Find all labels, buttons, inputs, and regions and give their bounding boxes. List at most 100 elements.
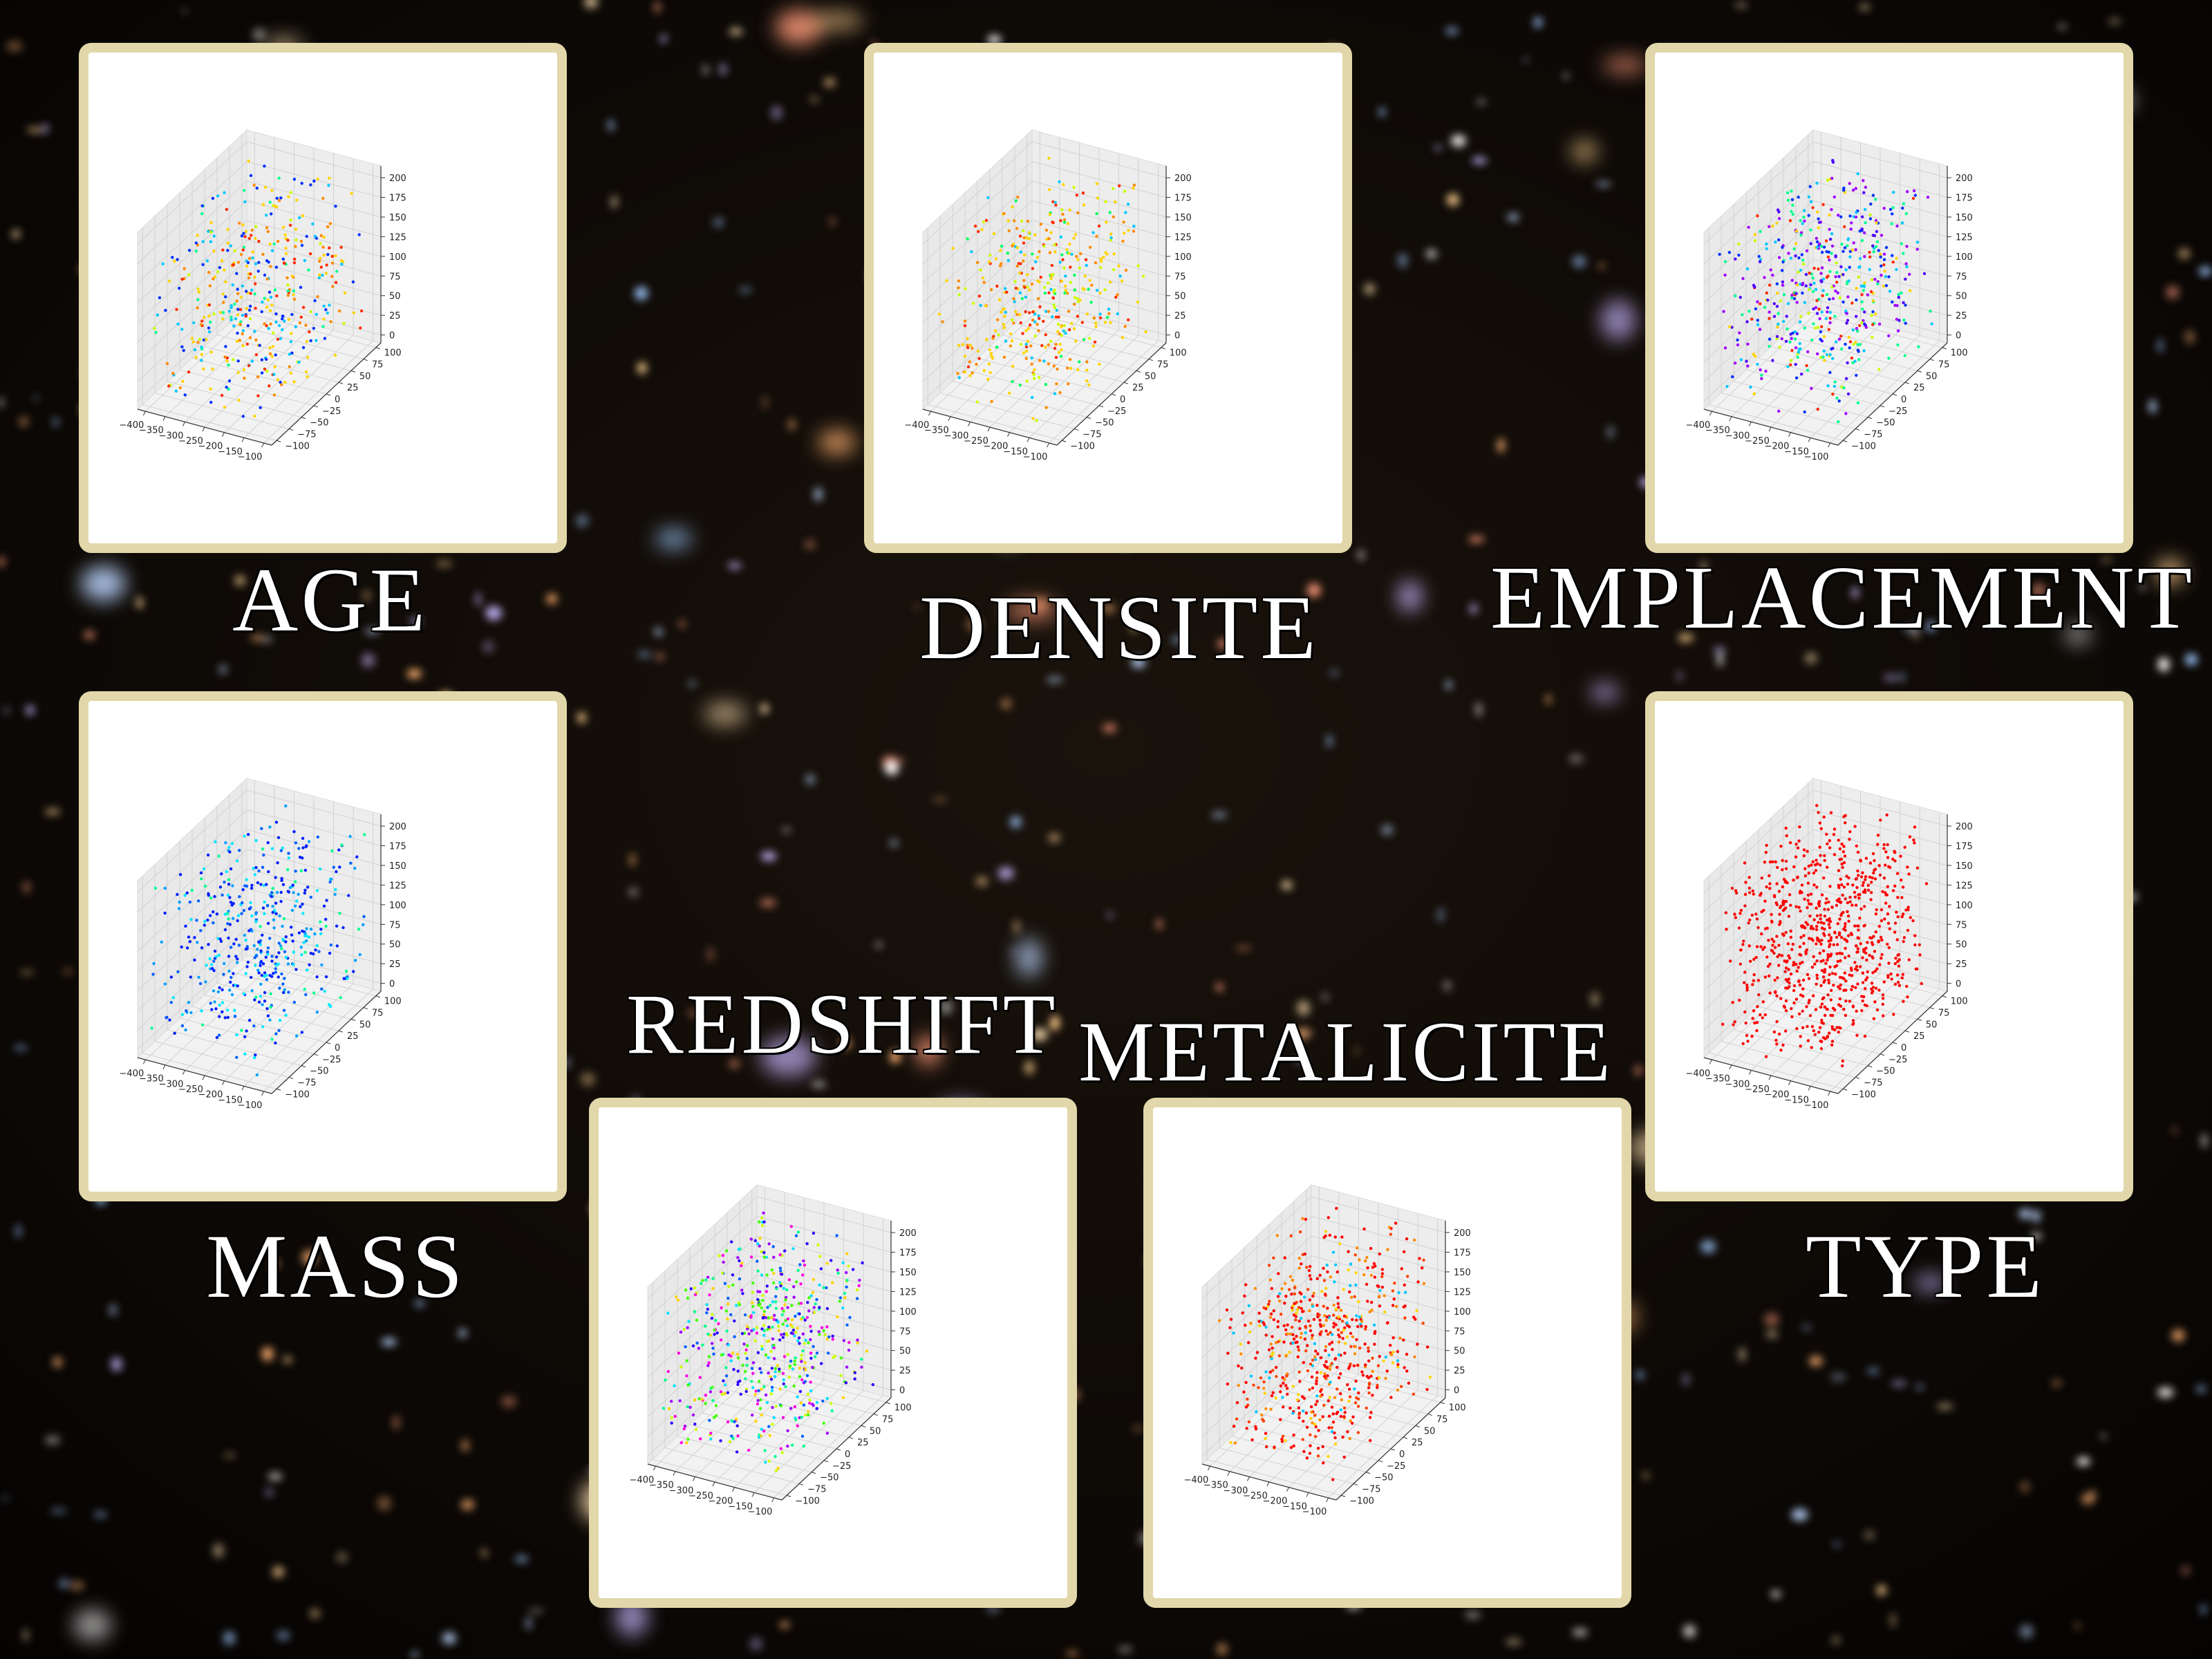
scatter-point (1811, 276, 1815, 280)
scatter-point (1349, 1344, 1353, 1349)
scatter-point (277, 176, 281, 180)
scatter-point (1090, 283, 1094, 287)
background-star (1700, 1239, 1716, 1253)
scatter-point (744, 1377, 747, 1380)
scatter-point (1295, 1308, 1300, 1312)
x-tick-label: −200 (198, 1090, 223, 1100)
z-tick-label: 50 (389, 940, 401, 950)
scatter-point (1748, 918, 1752, 922)
scatter-point (1875, 229, 1879, 234)
scatter-point (1874, 912, 1878, 916)
scatter-point (1880, 234, 1884, 237)
scatter-point (1868, 953, 1871, 957)
scatter-point (313, 234, 317, 238)
scatter-point (1791, 942, 1794, 946)
scatter-point (339, 245, 343, 249)
scatter-point (357, 233, 361, 236)
scatter-point (219, 939, 223, 943)
scatter-point (780, 1451, 784, 1454)
scatter-point (792, 1285, 796, 1288)
scatter-point (1240, 1366, 1244, 1370)
scatter-point (1777, 409, 1781, 413)
scatter-point (1815, 859, 1818, 862)
scatter-point (1053, 306, 1057, 310)
scatter-point (1343, 1411, 1347, 1414)
scatter-point (1264, 1432, 1268, 1435)
scatter-point (963, 324, 967, 328)
scatter-point (277, 951, 281, 955)
scatter-point (693, 1398, 697, 1402)
scatter-point (760, 1344, 764, 1348)
scatter-point (1309, 1362, 1313, 1366)
scatter-point (233, 249, 236, 252)
scatter-point (281, 317, 284, 321)
scatter-point (243, 933, 246, 937)
scatter-point (1860, 300, 1864, 303)
scatter-point (1797, 270, 1800, 274)
scatter-point (803, 1264, 807, 1267)
scatter-point (1026, 273, 1029, 276)
scatter-point (809, 1380, 812, 1384)
scatter-point (1871, 323, 1875, 326)
scatter-point (1926, 196, 1930, 199)
scatter-point (1318, 1273, 1322, 1277)
scatter-point (966, 346, 970, 349)
scatter-point (270, 894, 273, 899)
scatter-point (268, 290, 272, 294)
scatter-point (1054, 315, 1058, 319)
scatter-point (1828, 317, 1832, 320)
scatter-point (825, 1262, 829, 1265)
scatter-point (297, 847, 301, 850)
scatter-point (1755, 1029, 1759, 1033)
y-tick-label: −75 (1362, 1485, 1380, 1495)
scatter-point (1763, 946, 1766, 949)
scatter-point (860, 1358, 863, 1361)
scatter-point (1303, 1338, 1306, 1341)
scatter-point (1836, 959, 1839, 964)
scatter-point (1830, 252, 1833, 255)
scatter-point (265, 357, 268, 361)
scatter-point (1338, 1242, 1342, 1246)
scatter-point (800, 1353, 803, 1357)
scatter-point (979, 268, 982, 272)
scatter-point (154, 330, 158, 335)
scatter3d-metalicite: −400−350−300−250−200−150−100−100−75−50−2… (1184, 1183, 1471, 1517)
scatter3d-type: −400−350−300−250−200−150−100−100−75−50−2… (1686, 777, 1973, 1111)
scatter-point (1801, 281, 1805, 285)
scatter-point (807, 1341, 810, 1344)
scatter-point (1387, 1226, 1391, 1229)
z-tick-label: 125 (1454, 1287, 1471, 1297)
scatter-point (1311, 1333, 1314, 1337)
scatter-point (270, 955, 274, 958)
scatter-point (1871, 310, 1875, 314)
chart-card-densite: −400 −350 −300 −250 −200 −150 −100 −100 −75 −50 −2… (864, 43, 1352, 553)
scatter-point (1276, 1295, 1280, 1298)
scatter-point (1826, 993, 1830, 997)
scatter-point (1759, 945, 1763, 948)
scatter-point (1018, 312, 1022, 317)
scatter-point (1843, 854, 1847, 858)
scatter-point (756, 1269, 760, 1273)
scatter-point (240, 912, 243, 915)
scatter-point (1844, 922, 1847, 926)
scatter-point (773, 1375, 777, 1378)
scatter-point (1126, 203, 1130, 206)
scatter-point (811, 1291, 815, 1294)
scatter-point (711, 1347, 715, 1350)
scatter-point (318, 273, 321, 276)
scatter-point (260, 973, 263, 977)
scatter-point (228, 988, 232, 992)
scatter-point (189, 917, 193, 921)
x-tick-label: −100 (1302, 1507, 1327, 1517)
scatter-point (689, 1287, 693, 1291)
scatter-point (1322, 1266, 1325, 1270)
scatter-point (1823, 971, 1826, 974)
scatter-point (253, 873, 257, 877)
background-star (361, 653, 375, 668)
scatter-point (825, 1286, 828, 1290)
scatter-point (1797, 1012, 1801, 1015)
scatter-point (1801, 987, 1805, 991)
scatter-point (259, 883, 263, 886)
scatter-point (1400, 1267, 1403, 1271)
scatter-point (274, 320, 278, 324)
